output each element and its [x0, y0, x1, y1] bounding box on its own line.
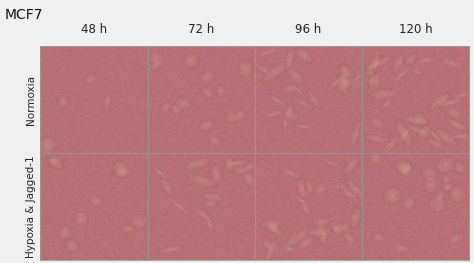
Text: 96 h: 96 h	[295, 23, 321, 36]
Text: MCF7: MCF7	[5, 8, 43, 22]
Text: 48 h: 48 h	[81, 23, 107, 36]
Text: Hypoxia & Jagged-1: Hypoxia & Jagged-1	[26, 155, 36, 258]
Text: Normoxia: Normoxia	[26, 75, 36, 125]
Text: 120 h: 120 h	[399, 23, 432, 36]
Text: 72 h: 72 h	[188, 23, 214, 36]
